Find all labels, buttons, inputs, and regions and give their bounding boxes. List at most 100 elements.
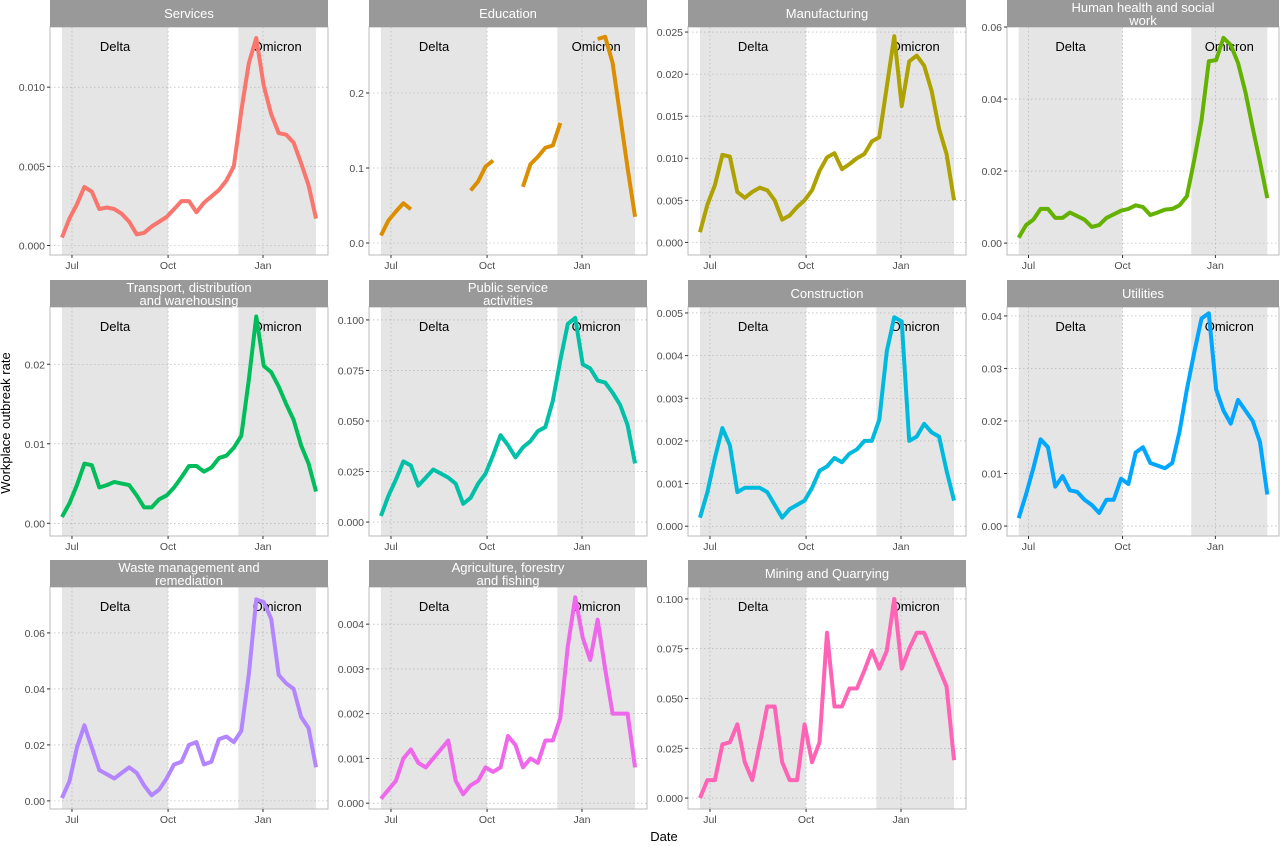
- period-shade: [876, 587, 955, 809]
- period-label: Omicron: [253, 39, 302, 54]
- x-tick-label: Jan: [574, 541, 591, 553]
- y-tick-label: 0.02: [25, 359, 46, 371]
- period-label: Omicron: [572, 599, 621, 614]
- period-label: Delta: [1055, 319, 1086, 334]
- x-tick-label: Jan: [893, 814, 910, 826]
- y-tick-label: 0.000: [657, 237, 683, 249]
- y-tick-label: 0.02: [982, 166, 1003, 178]
- x-tick-label: Oct: [479, 814, 495, 826]
- panel-strip: Agriculture, forestry and fishing: [369, 560, 647, 587]
- period-label: Delta: [100, 39, 131, 54]
- y-tick-label: 0.001: [338, 753, 364, 765]
- data-line: [1016, 311, 1270, 519]
- y-tick-label: 0.04: [982, 311, 1003, 323]
- y-tick-label: 0.002: [338, 709, 364, 721]
- y-tick-label: 0.000: [338, 517, 364, 529]
- period-label: Omicron: [572, 319, 621, 334]
- y-tick-label: 0.001: [657, 479, 683, 491]
- data-line: [379, 595, 638, 800]
- data-line: [698, 596, 957, 799]
- period-shade: [61, 307, 169, 536]
- data-line: [379, 315, 638, 517]
- period-shade: [1018, 307, 1123, 536]
- panel-border: [368, 306, 648, 537]
- x-tick-label: Oct: [798, 260, 814, 272]
- period-label: Omicron: [253, 319, 302, 334]
- panel-strip: Mining and Quarrying: [688, 560, 966, 587]
- period-label: Delta: [100, 599, 131, 614]
- y-tick-label: 0.025: [338, 467, 364, 479]
- data-line: [698, 34, 957, 233]
- x-tick-label: Jul: [384, 541, 397, 553]
- x-tick-label: Jul: [703, 814, 716, 826]
- panel-strip: Transport, distribution and warehousing: [50, 280, 328, 307]
- x-tick-label: Oct: [160, 260, 176, 272]
- period-shade: [557, 307, 636, 536]
- y-tick-label: 0.000: [338, 798, 364, 810]
- y-tick-label: 0.100: [657, 594, 683, 606]
- period-shade: [380, 27, 488, 255]
- y-tick-label: 0.000: [657, 521, 683, 533]
- y-tick-label: 0.03: [982, 363, 1003, 375]
- x-tick-label: Jan: [1207, 541, 1224, 553]
- panel-strip: Construction: [688, 280, 966, 307]
- panel-border: [368, 586, 648, 810]
- y-tick-label: 0.020: [657, 69, 683, 81]
- y-tick-label: 0.02: [982, 416, 1003, 428]
- period-label: Delta: [419, 319, 450, 334]
- period-shade: [699, 307, 807, 536]
- y-tick-label: 0.01: [982, 468, 1003, 480]
- x-tick-label: Jan: [893, 260, 910, 272]
- x-tick-label: Oct: [798, 814, 814, 826]
- data-line: [60, 36, 318, 239]
- y-tick-label: 0.00: [982, 521, 1003, 533]
- y-tick-label: 0.00: [25, 518, 46, 530]
- y-tick-label: 0.003: [657, 393, 683, 405]
- x-tick-label: Jan: [1207, 260, 1224, 272]
- x-tick-label: Oct: [479, 260, 495, 272]
- panel-border: [1006, 306, 1280, 537]
- y-tick-label: 0.075: [657, 644, 683, 656]
- x-tick-label: Jan: [574, 260, 591, 272]
- x-tick-label: Jan: [255, 541, 272, 553]
- x-tick-label: Jul: [703, 541, 716, 553]
- period-label: Delta: [1055, 39, 1086, 54]
- period-shade: [380, 307, 488, 536]
- period-shade: [238, 27, 317, 255]
- x-tick-label: Oct: [479, 541, 495, 553]
- panel-border: [687, 306, 967, 537]
- period-shade: [699, 27, 807, 255]
- y-tick-label: 0.010: [657, 153, 683, 165]
- x-axis-label: Date: [650, 829, 677, 844]
- y-tick-label: 0.06: [982, 22, 1003, 34]
- panel-strip: Utilities: [1007, 280, 1279, 307]
- x-tick-label: Oct: [1114, 541, 1130, 553]
- period-label: Delta: [100, 319, 131, 334]
- x-tick-label: Jul: [65, 260, 78, 272]
- y-tick-label: 0.075: [338, 365, 364, 377]
- y-tick-label: 0.015: [657, 111, 683, 123]
- panel-border: [49, 586, 329, 810]
- x-tick-label: Jul: [384, 814, 397, 826]
- panel-border: [687, 26, 967, 256]
- y-tick-label: 0.02: [25, 740, 46, 752]
- y-tick-label: 0.04: [982, 94, 1003, 106]
- period-shade: [61, 27, 169, 255]
- y-tick-label: 0.005: [19, 161, 45, 173]
- period-shade: [238, 307, 317, 536]
- y-tick-label: 0.000: [657, 793, 683, 805]
- data-line: [1016, 35, 1270, 239]
- period-shade: [238, 587, 317, 809]
- data-line: [60, 314, 318, 518]
- data-line: [698, 315, 956, 520]
- panel-strip: Services: [50, 0, 328, 27]
- x-tick-label: Jan: [574, 814, 591, 826]
- x-tick-label: Jan: [255, 260, 272, 272]
- x-tick-label: Oct: [160, 541, 176, 553]
- period-label: Omicron: [891, 599, 940, 614]
- panel-border: [1006, 26, 1280, 256]
- period-label: Delta: [419, 39, 450, 54]
- period-label: Delta: [738, 319, 769, 334]
- x-tick-label: Jul: [703, 260, 716, 272]
